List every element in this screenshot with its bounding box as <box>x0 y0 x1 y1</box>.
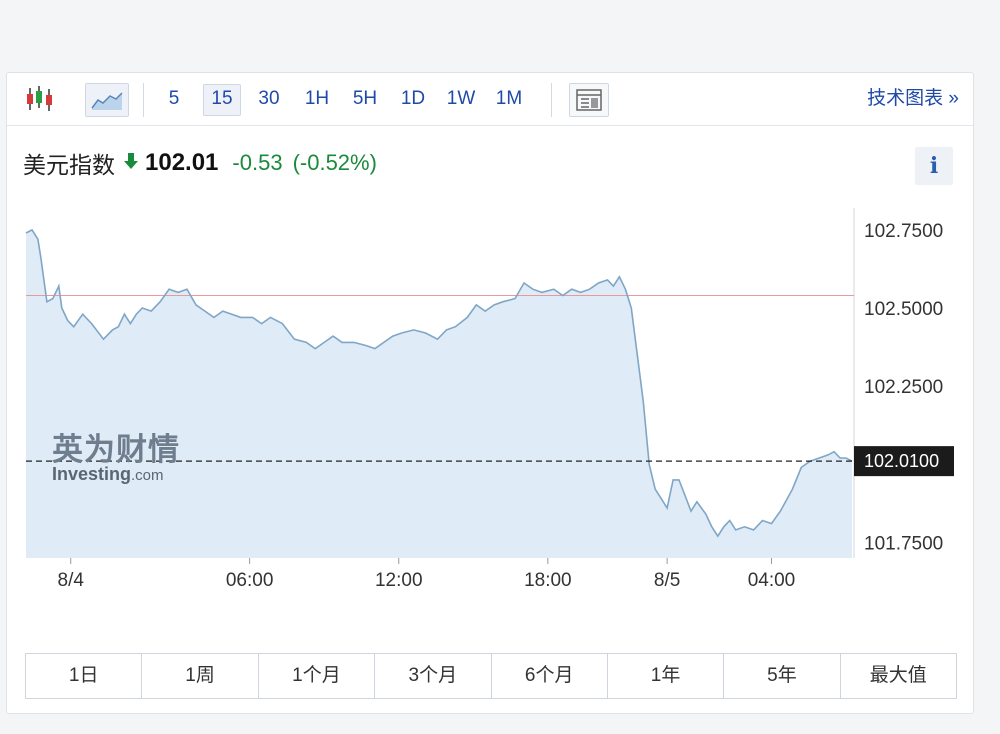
watermark-logo: 英为财情 Investing.com <box>52 432 180 484</box>
range-1y[interactable]: 1年 <box>607 654 725 698</box>
candlestick-icon[interactable] <box>21 83 61 115</box>
x-tick-label: 04:00 <box>748 570 796 591</box>
price-change-percent: (-0.52%) <box>292 150 377 175</box>
chart-toolbar: 5 15 30 1H 5H 1D 1W 1M 技术图表 » <box>7 73 973 126</box>
x-tick-label: 12:00 <box>375 570 423 591</box>
x-tick-label: 06:00 <box>226 570 274 591</box>
interval-15[interactable]: 15 <box>203 84 241 116</box>
area-chart-icon[interactable] <box>85 83 129 117</box>
technical-chart-link[interactable]: 技术图表 » <box>867 88 959 109</box>
price-change: -0.53 <box>232 150 283 175</box>
range-5y[interactable]: 5年 <box>724 654 841 698</box>
table-icon[interactable] <box>569 83 609 117</box>
range-selector: 1日 1周 1个月 3个月 6个月 1年 5年 最大值 <box>25 653 957 699</box>
interval-5h[interactable]: 5H <box>352 88 378 109</box>
current-price-label: 102.0100 <box>864 451 939 471</box>
range-6m[interactable]: 6个月 <box>491 654 608 698</box>
info-icon[interactable]: i <box>915 147 953 185</box>
interval-1h[interactable]: 1H <box>304 88 330 109</box>
watermark-cn: 英为财情 <box>52 432 180 468</box>
watermark-en: Investing.com <box>52 464 164 484</box>
y-tick-label: 102.2500 <box>864 377 943 398</box>
y-tick-label: 102.7500 <box>864 221 943 242</box>
y-tick-label: 102.5000 <box>864 299 943 320</box>
interval-1d[interactable]: 1D <box>400 88 426 109</box>
watermark-en-name: Investing <box>52 464 131 484</box>
range-1d[interactable]: 1日 <box>26 654 143 698</box>
toolbar-divider <box>551 83 552 117</box>
interval-30[interactable]: 30 <box>258 88 280 109</box>
last-price: 102.01 <box>145 149 219 176</box>
range-1w[interactable]: 1周 <box>142 654 259 698</box>
x-tick-label: 8/5 <box>654 570 680 591</box>
price-area <box>26 229 852 558</box>
price-line <box>25 228 853 538</box>
interval-1w[interactable]: 1W <box>446 88 476 109</box>
interval-5[interactable]: 5 <box>168 88 180 109</box>
quote-header: 美元指数 102.01 -0.53 (-0.52%) <box>23 145 377 181</box>
interval-1m[interactable]: 1M <box>495 88 523 109</box>
watermark-en-suffix: .com <box>131 467 164 484</box>
current-price-tag: 102.0100 <box>854 446 954 477</box>
range-1m[interactable]: 1个月 <box>258 654 376 698</box>
range-max[interactable]: 最大值 <box>840 654 956 698</box>
toolbar-divider <box>143 83 144 117</box>
y-tick-label: 101.7500 <box>864 533 943 554</box>
x-tick-label: 18:00 <box>524 570 572 591</box>
x-tick-label: 8/4 <box>58 570 85 591</box>
arrow-down-icon <box>123 152 139 175</box>
instrument-name: 美元指数 <box>23 152 115 178</box>
range-3m[interactable]: 3个月 <box>375 654 492 698</box>
